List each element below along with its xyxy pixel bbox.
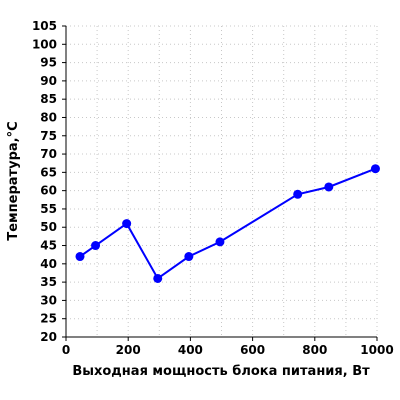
y-tick-label: 50 bbox=[40, 220, 57, 234]
x-tick-label: 1000 bbox=[360, 343, 393, 357]
y-tick-label: 45 bbox=[40, 239, 57, 253]
y-tick-label: 95 bbox=[40, 56, 57, 70]
y-tick-label: 90 bbox=[40, 74, 57, 88]
y-tick-label: 25 bbox=[40, 312, 57, 326]
y-tick-label: 100 bbox=[32, 37, 57, 51]
data-point bbox=[215, 237, 225, 247]
series bbox=[75, 164, 380, 283]
y-tick-label: 20 bbox=[40, 330, 57, 344]
data-point bbox=[184, 252, 194, 262]
x-tick-label: 800 bbox=[302, 343, 327, 357]
x-tick-label: 200 bbox=[116, 343, 141, 357]
data-point bbox=[370, 164, 380, 174]
y-tick-label: 65 bbox=[40, 165, 57, 179]
x-tick-label: 600 bbox=[240, 343, 265, 357]
y-tick-label: 60 bbox=[40, 184, 57, 198]
data-point bbox=[153, 273, 163, 283]
grid bbox=[66, 25, 378, 337]
y-tick-label: 35 bbox=[40, 275, 57, 289]
y-axis-title: Температура,°C bbox=[6, 121, 21, 240]
y-tick-label: 85 bbox=[40, 92, 57, 106]
y-tick-label: 80 bbox=[40, 110, 57, 124]
y-tick-label: 30 bbox=[40, 293, 57, 307]
data-point bbox=[324, 182, 334, 192]
x-tick-label: 400 bbox=[178, 343, 203, 357]
y-tick-label: 55 bbox=[40, 202, 57, 216]
data-point bbox=[122, 219, 132, 229]
y-tick-label: 105 bbox=[32, 19, 57, 33]
data-point bbox=[91, 241, 101, 251]
y-tick-label: 70 bbox=[40, 147, 57, 161]
y-tick-label: 40 bbox=[40, 257, 57, 271]
axes: 20 25 30 35 40 45 50 55 60 65 70 75 80 85 90 95 100 105 0 2… bbox=[32, 19, 394, 357]
y-tick-label: 75 bbox=[40, 129, 57, 143]
x-axis-title: Выходная мощность блока питания, Вт bbox=[72, 364, 370, 379]
data-point bbox=[75, 252, 85, 262]
x-tick-label: 0 bbox=[62, 343, 70, 357]
data-point bbox=[293, 189, 303, 199]
